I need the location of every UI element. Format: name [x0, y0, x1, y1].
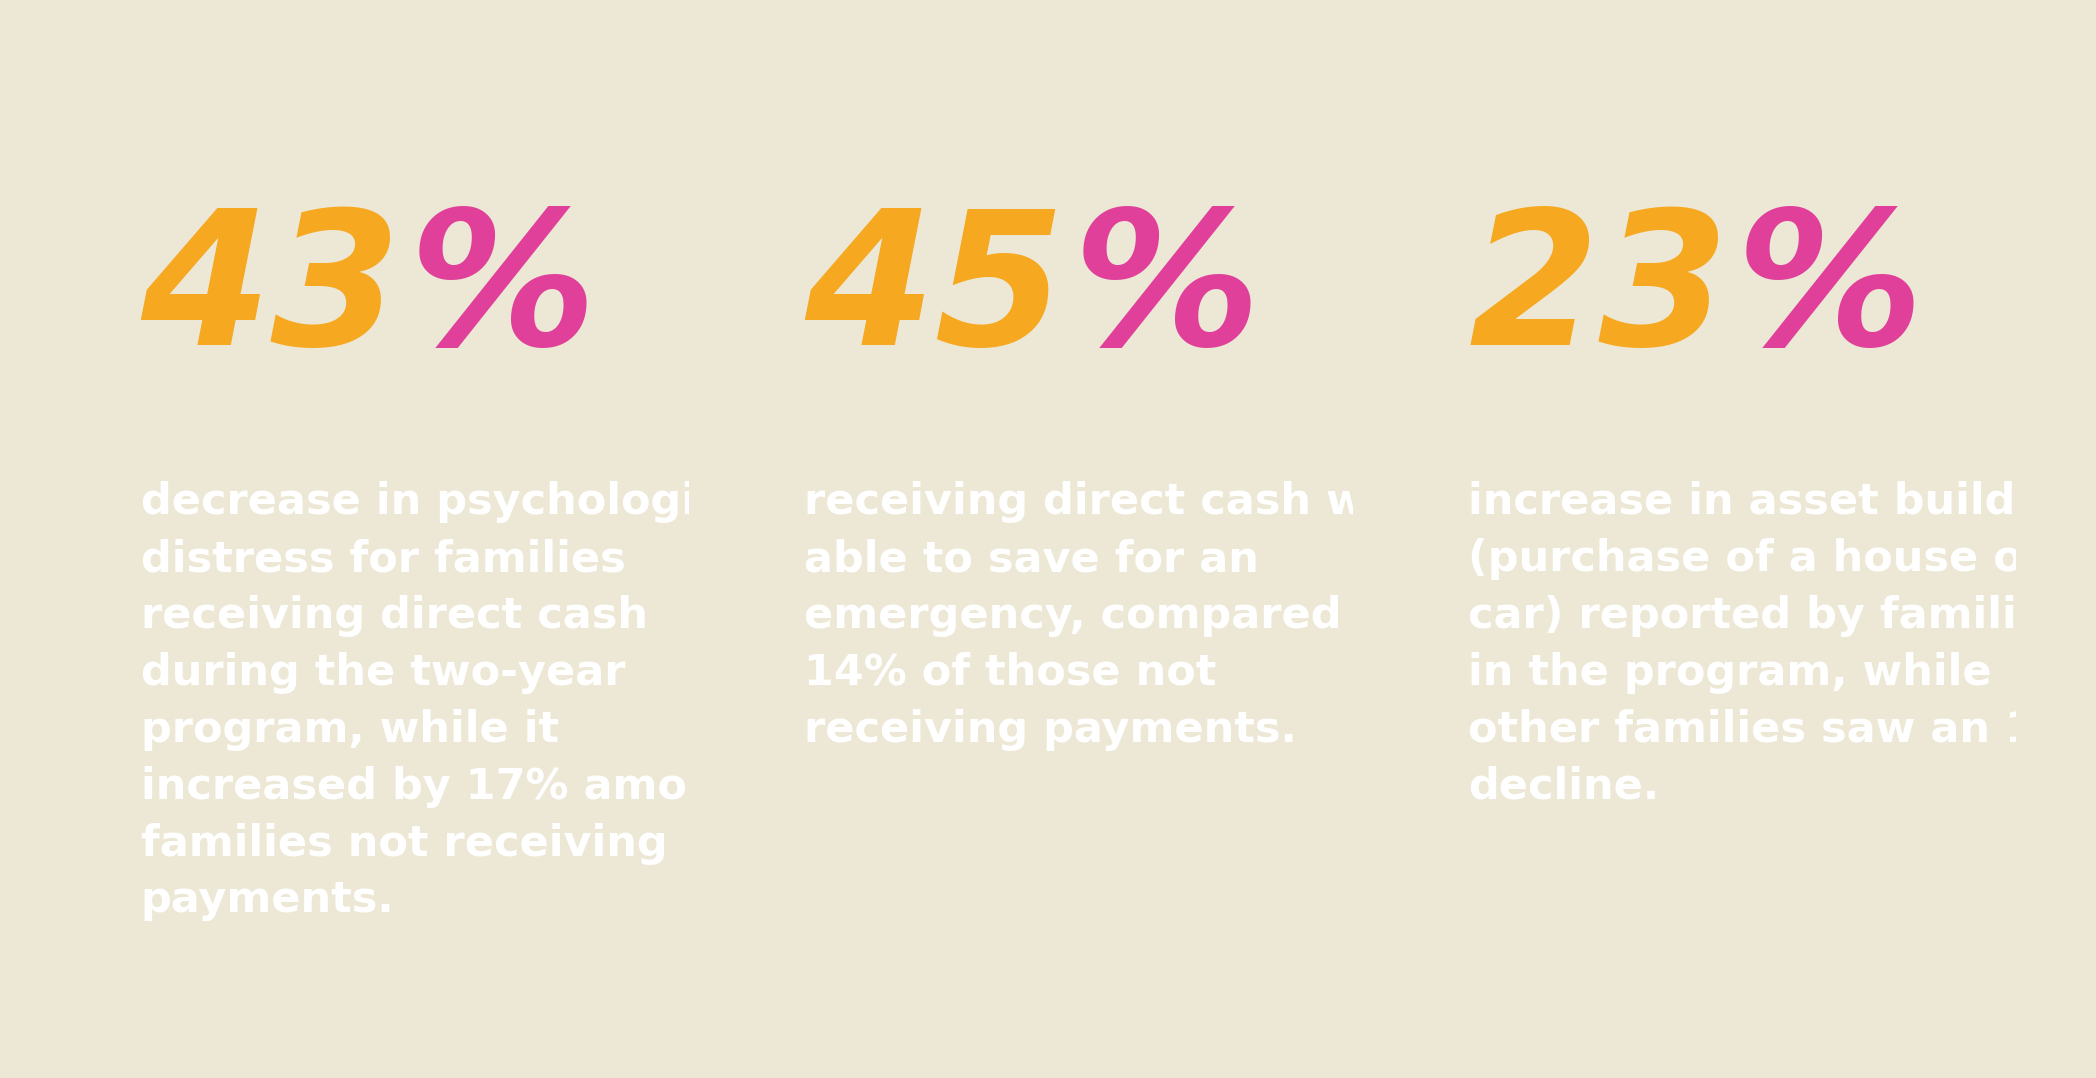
Text: decrease in psychological
distress for families
receiving direct cash
during the: decrease in psychological distress for f… — [140, 482, 765, 922]
Text: 45: 45 — [805, 204, 1065, 384]
Text: 23: 23 — [1467, 204, 1729, 384]
Text: %: % — [1735, 204, 1924, 384]
Text: 43: 43 — [140, 204, 402, 384]
Text: receiving direct cash were
able to save for an
emergency, compared to
14% of tho: receiving direct cash were able to save … — [805, 482, 1446, 751]
Text: increase in asset building
(purchase of a house or
car) reported by families
in : increase in asset building (purchase of … — [1467, 482, 2096, 807]
Text: %: % — [1073, 204, 1260, 384]
Text: %: % — [409, 204, 597, 384]
